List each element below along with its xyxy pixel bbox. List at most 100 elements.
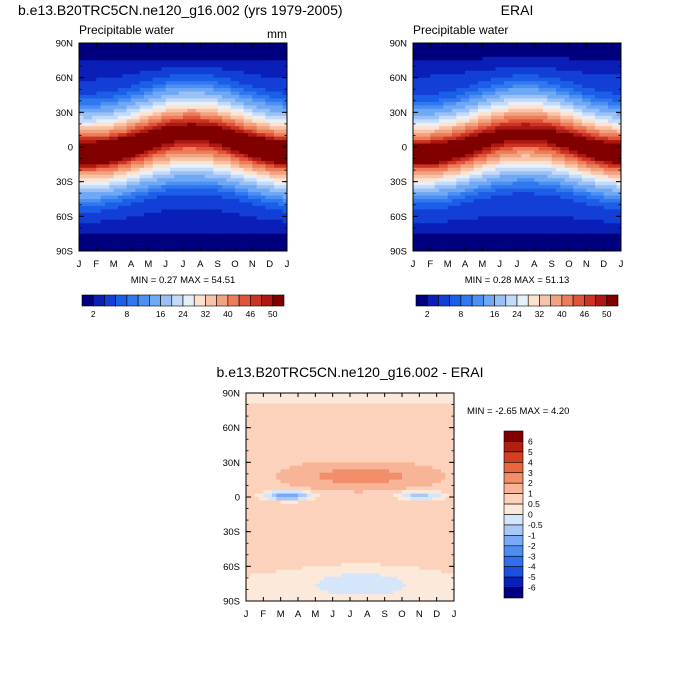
heatmap-cell [530,43,535,47]
heatmap-cell [252,101,258,106]
heatmap-cell [113,209,119,214]
heatmap-cell [209,150,214,155]
heatmap-cell [226,56,232,61]
heatmap-cell [456,153,462,158]
heatmap-cell [96,60,102,65]
heatmap-cell [96,119,102,124]
heatmap-cell [230,209,236,214]
heatmap-cell [226,237,232,241]
heatmap-cell [417,157,423,162]
heatmap-cell [109,129,115,134]
heatmap-cell [217,95,223,99]
heatmap-cell [426,171,431,176]
heatmap-cell [491,181,496,186]
heatmap-cell [174,133,180,137]
heatmap-cell [534,74,540,79]
heatmap-cell [582,112,587,117]
heatmap-cell [616,153,622,158]
heatmap-cell [83,181,89,186]
heatmap-cell [239,46,245,51]
heatmap-cell [456,167,462,172]
heatmap-cell [543,101,548,106]
heatmap-cell [174,202,180,207]
heatmap-cell [608,95,613,99]
heatmap-cell [590,136,596,141]
heatmap-cell [508,70,514,75]
heatmap-cell [209,101,214,106]
heatmap-cell [113,115,119,120]
heatmap-cell [486,60,492,65]
heatmap-cell [230,230,236,235]
heatmap-cell [495,53,501,58]
heatmap-cell [196,233,201,238]
heatmap-cell [547,143,553,148]
heatmap-cell [183,112,188,117]
heatmap-cell [473,88,479,92]
heatmap-cell [612,140,618,144]
heatmap-cell [434,178,440,183]
heatmap-cell [105,49,110,54]
heatmap-cell [109,119,115,124]
heatmap-cell [161,233,167,238]
heatmap-cell [252,174,258,179]
heatmap-cell [100,129,106,134]
heatmap-cell [200,188,206,193]
heatmap-cell [152,188,158,193]
heatmap-cell [473,150,479,155]
heatmap-cell [148,181,154,186]
heatmap-cell [235,126,240,131]
heatmap-cell [261,81,266,85]
x-tick-label: A [128,259,135,270]
heatmap-cell [590,140,596,144]
heatmap-cell [582,164,587,169]
heatmap-cell [265,150,271,155]
heatmap-cell [278,181,284,186]
heatmap-cell [122,122,128,127]
heatmap-cell [256,122,262,127]
heatmap-cell [551,119,557,124]
heatmap-cell [83,60,89,65]
heatmap-cell [213,202,219,207]
heatmap-cell [235,192,240,196]
heatmap-cell [543,108,548,113]
heatmap-cell [170,91,175,96]
heatmap-cell [564,63,570,68]
heatmap-cell [200,209,206,214]
heatmap-cell [508,98,514,103]
heatmap-cell [430,88,436,92]
heatmap-cell [105,233,110,238]
heatmap-cell [139,126,145,131]
heatmap-cell [243,133,249,137]
heatmap-cell [183,136,188,141]
heatmap-cell [239,212,245,217]
heatmap-cell [556,147,561,151]
heatmap-cell [491,174,496,179]
heatmap-cell [187,244,193,248]
heatmap-cell [595,136,600,141]
heatmap-cell [586,67,592,72]
heatmap-cell [269,202,275,207]
heatmap-cell [556,60,561,65]
heatmap-cell [230,112,236,117]
heatmap-cell [113,84,119,89]
heatmap-cell [213,216,219,221]
heatmap-cell [538,136,544,141]
heatmap-cell [486,105,492,110]
heatmap-cell [608,129,613,134]
heatmap-cell [595,112,600,117]
heatmap-cell [178,129,184,134]
heatmap-cell [608,60,613,65]
heatmap-cell [174,195,180,200]
heatmap-cell [109,230,115,235]
heatmap-cell [582,129,587,134]
heatmap-cell [265,112,271,117]
heatmap-cell [413,112,418,117]
heatmap-cell [204,157,210,162]
heatmap-cell [547,147,553,151]
heatmap-cell [261,167,266,172]
heatmap-cell [243,101,249,106]
heatmap-cell [413,147,418,151]
heatmap-cell [239,88,245,92]
heatmap-cell [213,147,219,151]
heatmap-cell [595,60,600,65]
